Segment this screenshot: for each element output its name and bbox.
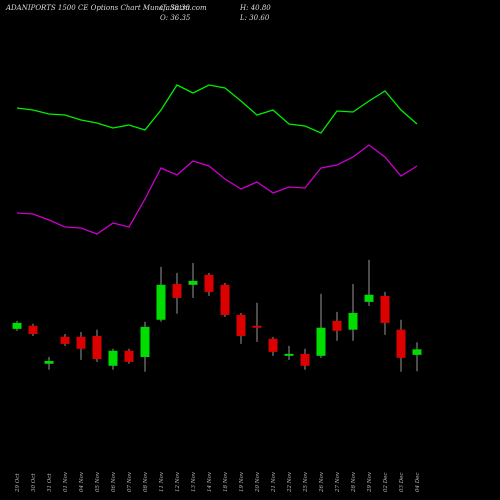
candle-body	[380, 295, 390, 323]
x-tick-label: 25 Nov	[303, 471, 309, 493]
x-tick-label: 26 Nov	[319, 471, 325, 493]
x-tick-label: 14 Nov	[207, 471, 213, 492]
candle-body	[220, 284, 230, 315]
ohlc-label: O: 36.35	[160, 14, 191, 22]
candle-body	[252, 325, 262, 328]
x-tick-label: 28 Nov	[351, 471, 357, 493]
ohlc-label: L: 30.60	[239, 14, 270, 22]
candle-body	[316, 327, 326, 356]
x-tick-label: 08 Nov	[143, 471, 149, 492]
candle-body	[60, 336, 70, 344]
x-tick-label: 11 Nov	[159, 471, 165, 492]
x-tick-label: 01 Nov	[63, 471, 69, 492]
candle-body	[108, 350, 118, 366]
x-tick-label: 19 Nov	[239, 471, 245, 492]
x-tick-label: 03 Dec	[399, 473, 405, 493]
candle-body	[76, 336, 86, 349]
indicator-line	[16, 84, 418, 134]
candle-body	[332, 320, 342, 331]
x-tick-label: 21 Nov	[271, 471, 277, 493]
candle-body	[364, 294, 374, 302]
x-tick-label: 12 Nov	[175, 471, 181, 492]
candle-body	[268, 338, 278, 352]
candle-body	[396, 329, 406, 358]
x-tick-label: 13 Nov	[191, 471, 197, 492]
x-tick-label: 22 Nov	[287, 471, 293, 493]
x-tick-label: 30 Oct	[31, 473, 37, 492]
candle-body	[412, 349, 422, 355]
candle-body	[172, 283, 182, 298]
x-tick-label: 07 Nov	[127, 471, 133, 492]
candle-body	[156, 284, 166, 320]
candle-body	[236, 314, 246, 336]
candle-body	[124, 350, 134, 362]
x-tick-label: 02 Dec	[383, 473, 389, 493]
x-tick-label: 20 Nov	[255, 471, 261, 493]
candle-body	[284, 353, 294, 356]
candle-body	[140, 326, 150, 357]
x-tick-label: 31 Oct	[47, 473, 53, 492]
candle-body	[204, 274, 214, 292]
candle-body	[92, 335, 102, 359]
x-tick-label: 29 Nov	[367, 471, 373, 493]
chart-title: ADANIPORTS 1500 CE Options Chart MunafaS…	[5, 4, 207, 12]
candle-body	[188, 280, 198, 285]
x-tick-label: 27 Nov	[335, 471, 341, 493]
candle-body	[300, 353, 310, 366]
candle-body	[44, 360, 54, 364]
candle-body	[348, 312, 358, 330]
x-tick-label: 29 Oct	[15, 473, 21, 493]
candle-body	[12, 322, 22, 329]
ohlc-label: H: 40.80	[239, 4, 271, 12]
x-tick-label: 05 Nov	[95, 471, 101, 492]
ohlc-label: C: 38.30	[160, 4, 191, 12]
candle-body	[28, 325, 38, 334]
x-tick-label: 04 Nov	[79, 471, 85, 492]
indicator-line	[16, 144, 418, 235]
x-tick-label: 06 Nov	[111, 471, 117, 492]
x-tick-label: 18 Nov	[223, 471, 229, 492]
x-tick-label: 04 Dec	[415, 473, 421, 493]
